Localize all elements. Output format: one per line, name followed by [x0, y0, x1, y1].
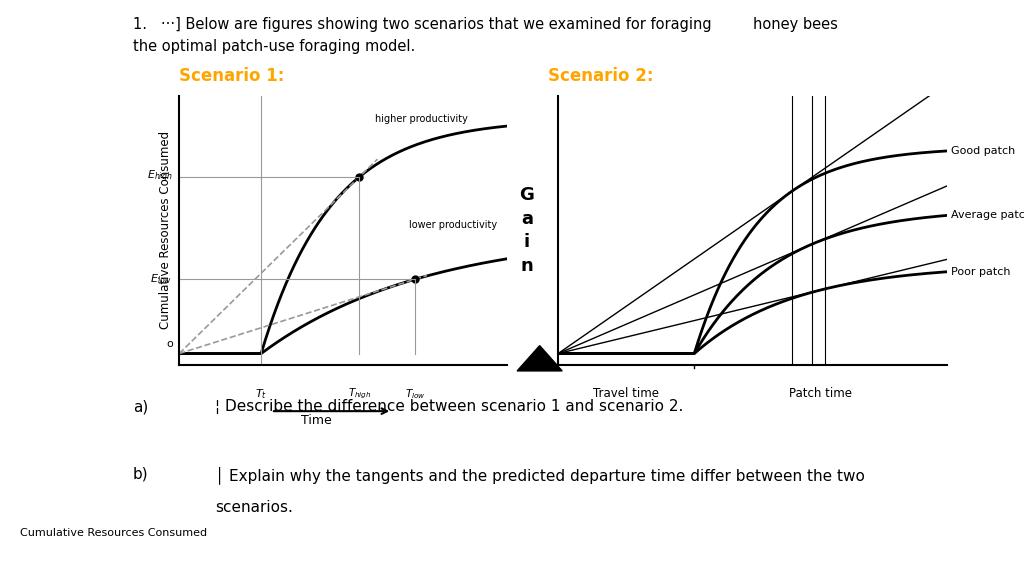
Text: Patch time: Patch time: [790, 387, 852, 400]
Text: scenarios.: scenarios.: [215, 500, 293, 515]
Text: $T_{low}$: $T_{low}$: [404, 387, 426, 401]
Text: Cumulative Resources Consumed: Cumulative Resources Consumed: [20, 528, 208, 538]
Text: 1.   ···] Below are figures showing two scenarios that we examined for foraging: 1. ···] Below are figures showing two sc…: [133, 17, 717, 32]
Text: Scenario 1:: Scenario 1:: [179, 67, 285, 85]
Text: honey bees: honey bees: [753, 17, 838, 32]
Text: o: o: [166, 339, 173, 349]
Text: $T_{high}$: $T_{high}$: [347, 387, 372, 401]
Text: │ Explain why the tangents and the predicted departure time differ between the t: │ Explain why the tangents and the predi…: [215, 466, 865, 484]
Text: Average patch: Average patch: [951, 210, 1024, 220]
Text: lower productivity: lower productivity: [409, 220, 497, 230]
Text: Scenario 2:: Scenario 2:: [548, 67, 653, 85]
Text: Poor patch: Poor patch: [951, 267, 1011, 277]
Text: Travel time: Travel time: [593, 387, 659, 400]
Text: $E_{high}$: $E_{high}$: [147, 169, 173, 185]
Text: $T_t$: $T_t$: [255, 387, 267, 401]
Text: ¦ Describe the difference between scenario 1 and scenario 2.: ¦ Describe the difference between scenar…: [215, 399, 683, 414]
Text: $E_{low}$: $E_{low}$: [151, 273, 173, 286]
Text: the optimal patch-use foraging model.: the optimal patch-use foraging model.: [133, 39, 416, 55]
Text: Time: Time: [301, 414, 332, 427]
Text: Good patch: Good patch: [951, 146, 1016, 156]
Text: a): a): [133, 399, 148, 414]
Text: G
a
i
n: G a i n: [519, 186, 535, 275]
Y-axis label: Cumulative Resources Consumed: Cumulative Resources Consumed: [160, 132, 172, 329]
Text: higher productivity: higher productivity: [375, 115, 468, 124]
Text: b): b): [133, 466, 148, 482]
